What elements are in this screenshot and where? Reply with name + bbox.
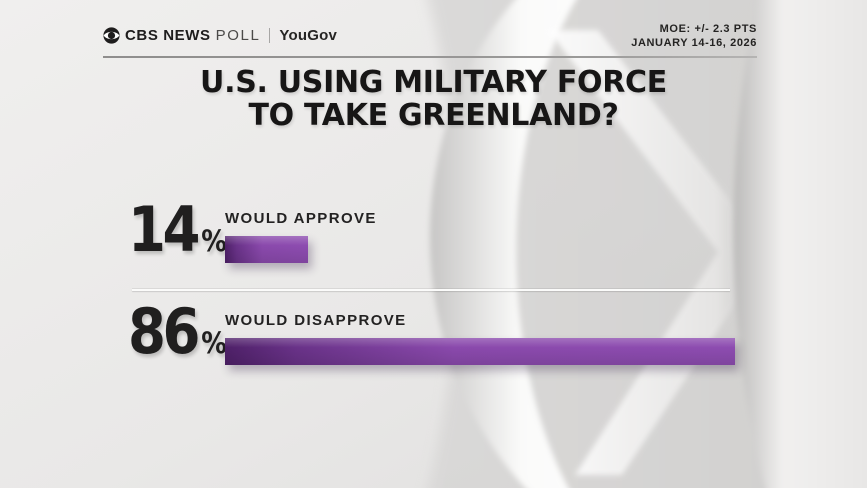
disapprove-label: WOULD DISAPPROVE bbox=[225, 312, 407, 329]
date-line: JANUARY 14-16, 2026 bbox=[631, 37, 757, 49]
title-line-2: TO TAKE GREENLAND? bbox=[248, 98, 619, 133]
row-divider bbox=[132, 289, 730, 291]
header-rule bbox=[103, 56, 757, 58]
brand-yougov: YouGov bbox=[279, 26, 337, 44]
disapprove-percent-sign: % bbox=[201, 326, 227, 360]
brand-separator bbox=[269, 27, 271, 43]
disapprove-bar bbox=[225, 338, 735, 365]
brand-lockup: CBS NEWS POLL YouGov bbox=[103, 25, 337, 45]
cbs-eye-icon bbox=[103, 26, 120, 44]
bar-row-approve: 14% WOULD APPROVE bbox=[128, 199, 778, 268]
disapprove-bar-column: WOULD DISAPPROVE bbox=[225, 312, 735, 365]
approve-number: 14 bbox=[128, 193, 200, 266]
brand-cbs-news: CBS NEWS bbox=[125, 26, 211, 44]
approve-value: 14% bbox=[128, 199, 227, 272]
approve-label: WOULD APPROVE bbox=[225, 210, 377, 227]
approve-bar-column: WOULD APPROVE bbox=[225, 210, 377, 263]
disapprove-number: 86 bbox=[128, 295, 200, 368]
title-line-1: U.S. USING MILITARY FORCE bbox=[200, 65, 667, 100]
approve-percent-sign: % bbox=[201, 224, 227, 258]
approve-bar bbox=[225, 236, 308, 263]
moe-note: MOE: +/- 2.3 PTS JANUARY 14-16, 2026 bbox=[631, 22, 757, 50]
moe-line: MOE: +/- 2.3 PTS bbox=[659, 23, 757, 35]
disapprove-value: 86% bbox=[128, 301, 227, 374]
page-title: U.S. USING MILITARY FORCE TO TAKE GREENL… bbox=[0, 66, 867, 132]
bar-row-disapprove: 86% WOULD DISAPPROVE bbox=[128, 301, 778, 370]
brand-poll: POLL bbox=[215, 26, 261, 44]
